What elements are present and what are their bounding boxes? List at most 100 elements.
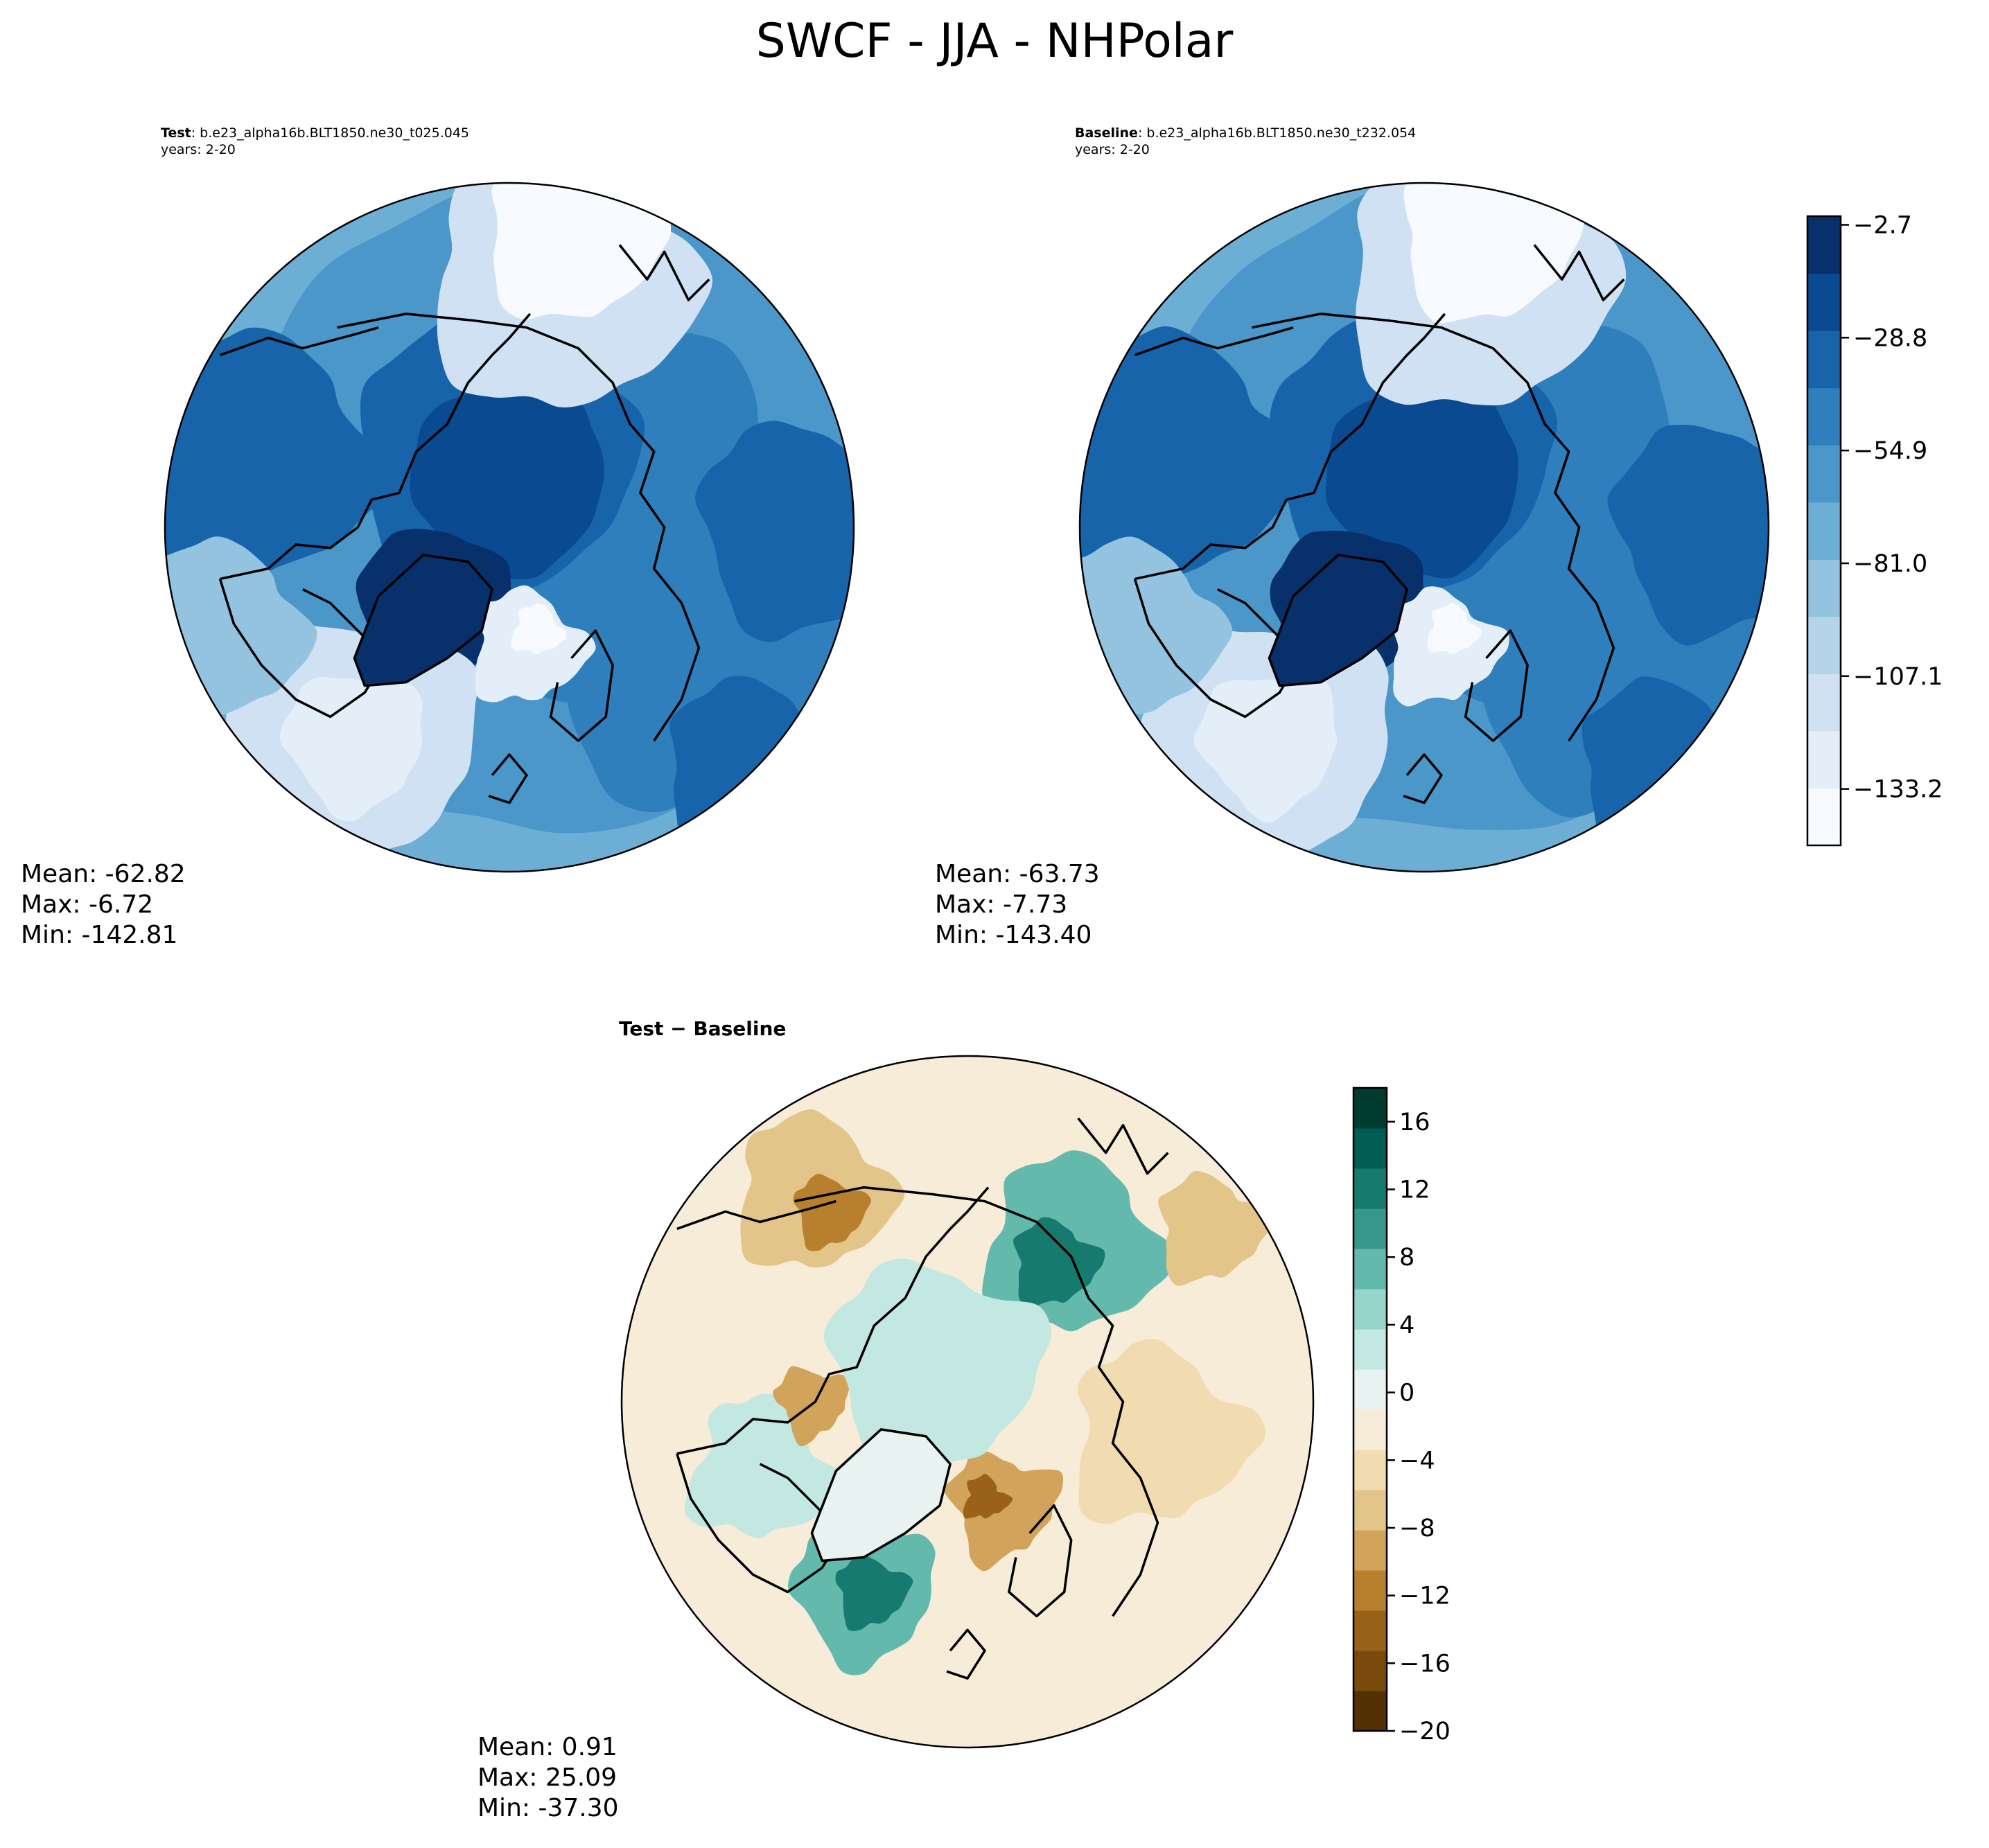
coastline [676,1186,990,1455]
test-mean: Mean: -62.82 [21,860,186,888]
coastline [219,326,379,357]
contour-region [279,676,423,822]
diff-max: Max: 25.09 [477,1763,617,1792]
coastline [1252,313,1615,742]
coastline [676,1453,845,1594]
colorbar-tick-label: 0 [1399,1380,1414,1407]
test-label-bold: Test [161,125,191,141]
colorbar-segment [1807,730,1841,789]
map-boundary [1078,182,1770,873]
coastline [1134,313,1446,581]
colorbar-tick-label: 16 [1399,1109,1430,1136]
colorbar-segment [1353,1249,1387,1290]
baseline-min: Min: -143.40 [935,921,1092,949]
coastline [337,313,701,742]
baseline-max: Max: -7.73 [935,890,1068,919]
colorbar-tick-label: 4 [1399,1312,1414,1339]
contour-region [165,327,389,578]
baseline-colorbar: −2.7 −28.8 −54.9 −81.0 −107.1 −133.2 [1806,211,1943,847]
test-stats: Mean: -62.82 Max: -6.72 Min: -142.81 [21,859,186,951]
baseline-label-bold: Baseline [1075,125,1138,141]
colorbar-segment [1807,788,1841,846]
coastline [676,1199,836,1231]
colorbar-frame [1352,1086,1388,1732]
contour-region [1158,1170,1274,1286]
coastline [1464,629,1529,742]
colorbar-segment [1353,1329,1387,1370]
baseline-polar-map [1078,182,1770,873]
diff-min: Min: -37.30 [477,1794,619,1822]
contour-region [1427,603,1482,655]
colorbar-tick-label: −133.2 [1853,776,1943,804]
contour-region [695,421,854,642]
greenland-coastline [810,1428,952,1563]
colorbar-segment [1807,273,1841,331]
colorbar-segment [1353,1128,1387,1169]
colorbar-segment [1353,1610,1387,1651]
colorbar-tick-label: −12 [1399,1583,1451,1610]
colorbar-segment [1353,1651,1387,1691]
contour-region [1080,326,1307,577]
colorbar-segment [1353,1168,1387,1209]
colorbar-tick-label: 12 [1399,1177,1430,1204]
colorbar-segment [1353,1691,1387,1732]
coastline [1133,578,1302,719]
colorbar-tick-label: −2.7 [1853,211,1912,239]
map-boundary [164,182,855,873]
colorbar-segment [1353,1450,1387,1490]
contour-region [511,604,566,655]
contour-region [1581,676,1764,859]
coastline [1008,1504,1073,1618]
coastline [1403,753,1443,804]
baseline-years: years: 2-20 [1075,142,1150,157]
colorbar-tick-label: −107.1 [1853,663,1943,691]
contour-region [669,676,850,855]
colorbar-tick-label: −4 [1399,1447,1435,1475]
colorbar-segment [1807,445,1841,503]
test-label-case: : b.e23_alpha16b.BLT1850.ne30_t025.045 [191,125,470,141]
diff-colorbar: 16 12 8 4 0 −4 −8 −12 −16 −20 [1352,1086,1451,1745]
baseline-label-case: : b.e23_alpha16b.BLT1850.ne30_t232.054 [1137,125,1417,141]
colorbar-tick-label: 8 [1399,1244,1414,1271]
colorbar-frame [1806,215,1842,847]
figure-title: SWCF - JJA - NHPolar [755,14,1234,69]
greenland-coastline [1268,554,1408,687]
test-years: years: 2-20 [161,142,236,157]
colorbar-segment [1353,1208,1387,1249]
colorbar-segment [1807,559,1841,617]
coastline [218,578,387,719]
colorbar-segment [1353,1369,1387,1410]
baseline-panel-label: Baseline: b.e23_alpha16b.BLT1850.ne30_t2… [1075,125,1416,158]
coastline [488,753,528,804]
coastline [1134,326,1294,357]
diff-panel-title: Test − Baseline [619,1017,787,1040]
colorbar-tick-label: −54.9 [1853,437,1927,465]
baseline-mean: Mean: -63.73 [935,860,1100,888]
contour-region [1077,1339,1265,1524]
contour-region [1193,678,1338,823]
map-boundary [620,1055,1315,1749]
colorbar-tick-label: −28.8 [1853,324,1927,352]
contour-region [410,382,604,580]
contour-region [1607,424,1769,646]
coastline [220,313,532,581]
diff-mean: Mean: 0.91 [477,1733,617,1761]
coastline [946,1628,986,1680]
colorbar-segment [1807,216,1841,274]
colorbar-segment [1353,1409,1387,1450]
colorbar-segment [1353,1490,1387,1531]
colorbar-segment [1807,502,1841,560]
colorbar-segment [1807,616,1841,674]
colorbar-segment [1353,1289,1387,1330]
colorbar-segment [1807,674,1841,732]
coastline [794,1186,1159,1617]
greenland-coastline [353,554,493,687]
test-polar-map [164,182,855,873]
colorbar-tick-label: −16 [1399,1650,1451,1678]
diff-stats: Mean: 0.91 Max: 25.09 Min: -37.30 [477,1732,619,1824]
contour-region [773,1366,852,1447]
test-min: Min: -142.81 [21,921,178,949]
coastline [549,629,614,742]
colorbar-segment [1807,387,1841,446]
contour-region [963,1474,1013,1519]
